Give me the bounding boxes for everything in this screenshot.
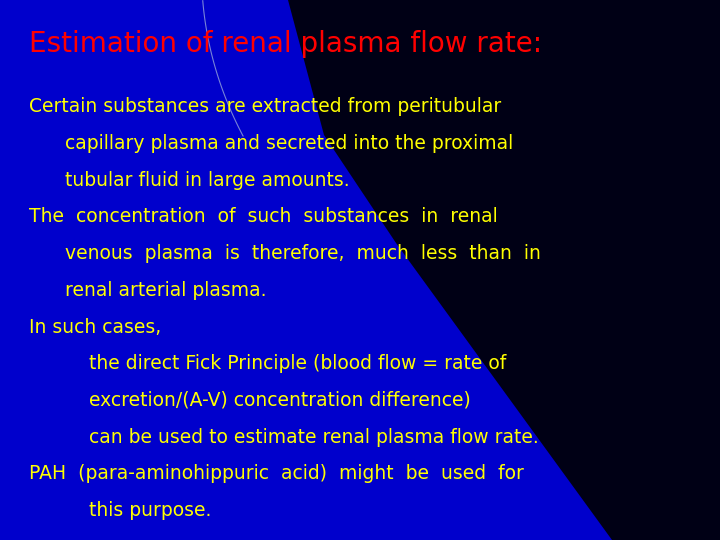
Text: tubular fluid in large amounts.: tubular fluid in large amounts. bbox=[65, 171, 349, 190]
Text: the direct Fick Principle (blood flow = rate of: the direct Fick Principle (blood flow = … bbox=[65, 354, 506, 373]
Text: renal arterial plasma.: renal arterial plasma. bbox=[65, 281, 266, 300]
Text: In such cases,: In such cases, bbox=[29, 318, 161, 336]
Text: excretion/(A-V) concentration difference): excretion/(A-V) concentration difference… bbox=[65, 391, 471, 410]
Text: can be used to estimate renal plasma flow rate.: can be used to estimate renal plasma flo… bbox=[65, 428, 539, 447]
Text: Certain substances are extracted from peritubular: Certain substances are extracted from pe… bbox=[29, 97, 501, 116]
Text: The  concentration  of  such  substances  in  renal: The concentration of such substances in … bbox=[29, 207, 498, 226]
Text: Estimation of renal plasma flow rate:: Estimation of renal plasma flow rate: bbox=[29, 30, 542, 58]
Text: venous  plasma  is  therefore,  much  less  than  in: venous plasma is therefore, much less th… bbox=[65, 244, 541, 263]
Text: this purpose.: this purpose. bbox=[65, 501, 211, 520]
Polygon shape bbox=[288, 0, 720, 540]
Text: capillary plasma and secreted into the proximal: capillary plasma and secreted into the p… bbox=[65, 134, 513, 153]
Text: PAH  (para-aminohippuric  acid)  might  be  used  for: PAH (para-aminohippuric acid) might be u… bbox=[29, 464, 523, 483]
